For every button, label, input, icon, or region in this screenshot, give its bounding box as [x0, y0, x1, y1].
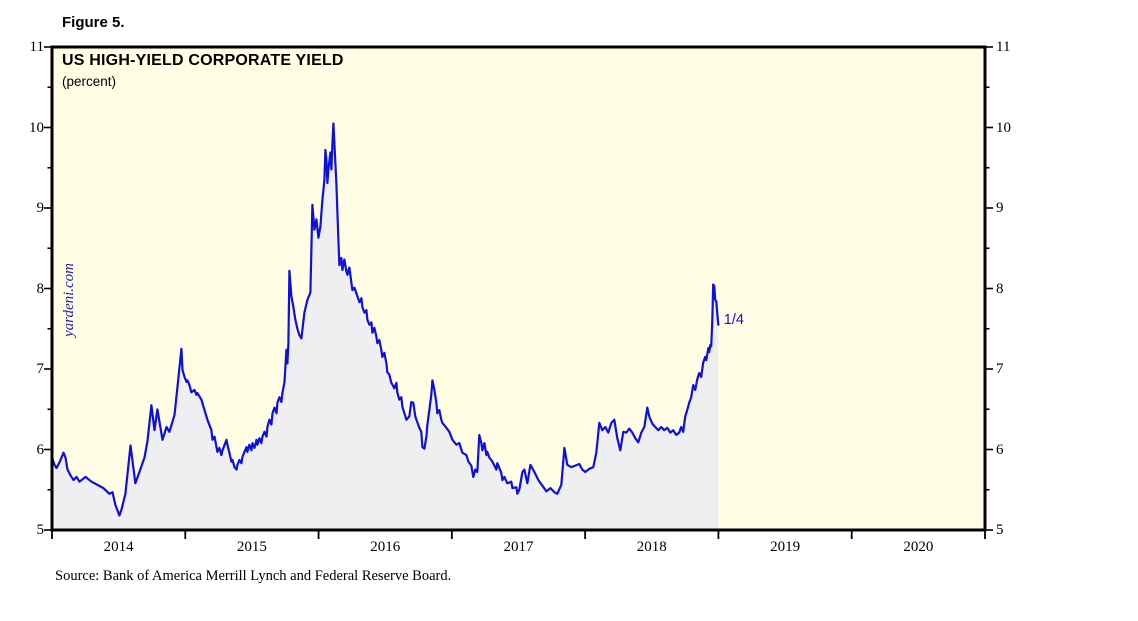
chart-subtitle: (percent): [62, 74, 117, 89]
x-axis-year-label: 2018: [636, 539, 667, 555]
y-axis-tick-label-right: 7: [996, 361, 1004, 377]
y-axis-tick-label-left: 8: [36, 280, 45, 297]
watermark-text: yardeni.com: [61, 262, 77, 337]
y-axis-tick-label-left: 6: [36, 441, 45, 458]
y-axis-tick-label-left: 7: [36, 361, 45, 377]
yield-line: [50, 122, 720, 517]
figure-label: Figure 5.: [62, 14, 125, 31]
y-axis-tick-label-right: 10: [996, 119, 1011, 136]
chart-title: US HIGH-YIELD CORPORATE YIELD: [62, 52, 344, 69]
x-axis-year-label: 2014: [103, 539, 134, 555]
y-axis-tick-label-right: 9: [996, 200, 1004, 216]
x-axis-year-label: 2015: [236, 539, 267, 555]
source-note: Source: Bank of America Merrill Lynch an…: [55, 568, 452, 584]
y-axis-tick-label-right: 8: [996, 280, 1004, 297]
x-axis-year-label: 2019: [770, 539, 801, 555]
x-axis-year-label: 2017: [503, 539, 534, 555]
y-axis-tick-label-left: 9: [36, 200, 45, 216]
x-axis-year-label: 2016: [370, 539, 401, 555]
plot-border: [50, 45, 987, 532]
x-axis-year-label: 2020: [903, 539, 934, 555]
y-axis-tick-label-left: 10: [29, 119, 44, 136]
last-point-annotation: 1/4: [723, 311, 744, 328]
y-axis-tick-label-left: 11: [29, 39, 44, 55]
y-axis-tick-label-right: 5: [996, 522, 1004, 538]
y-axis-tick-label-left: 5: [36, 522, 45, 538]
y-axis-tick-label-right: 6: [996, 441, 1004, 458]
area-fill: [52, 123, 719, 530]
y-axis-tick-label-right: 11: [996, 39, 1011, 55]
